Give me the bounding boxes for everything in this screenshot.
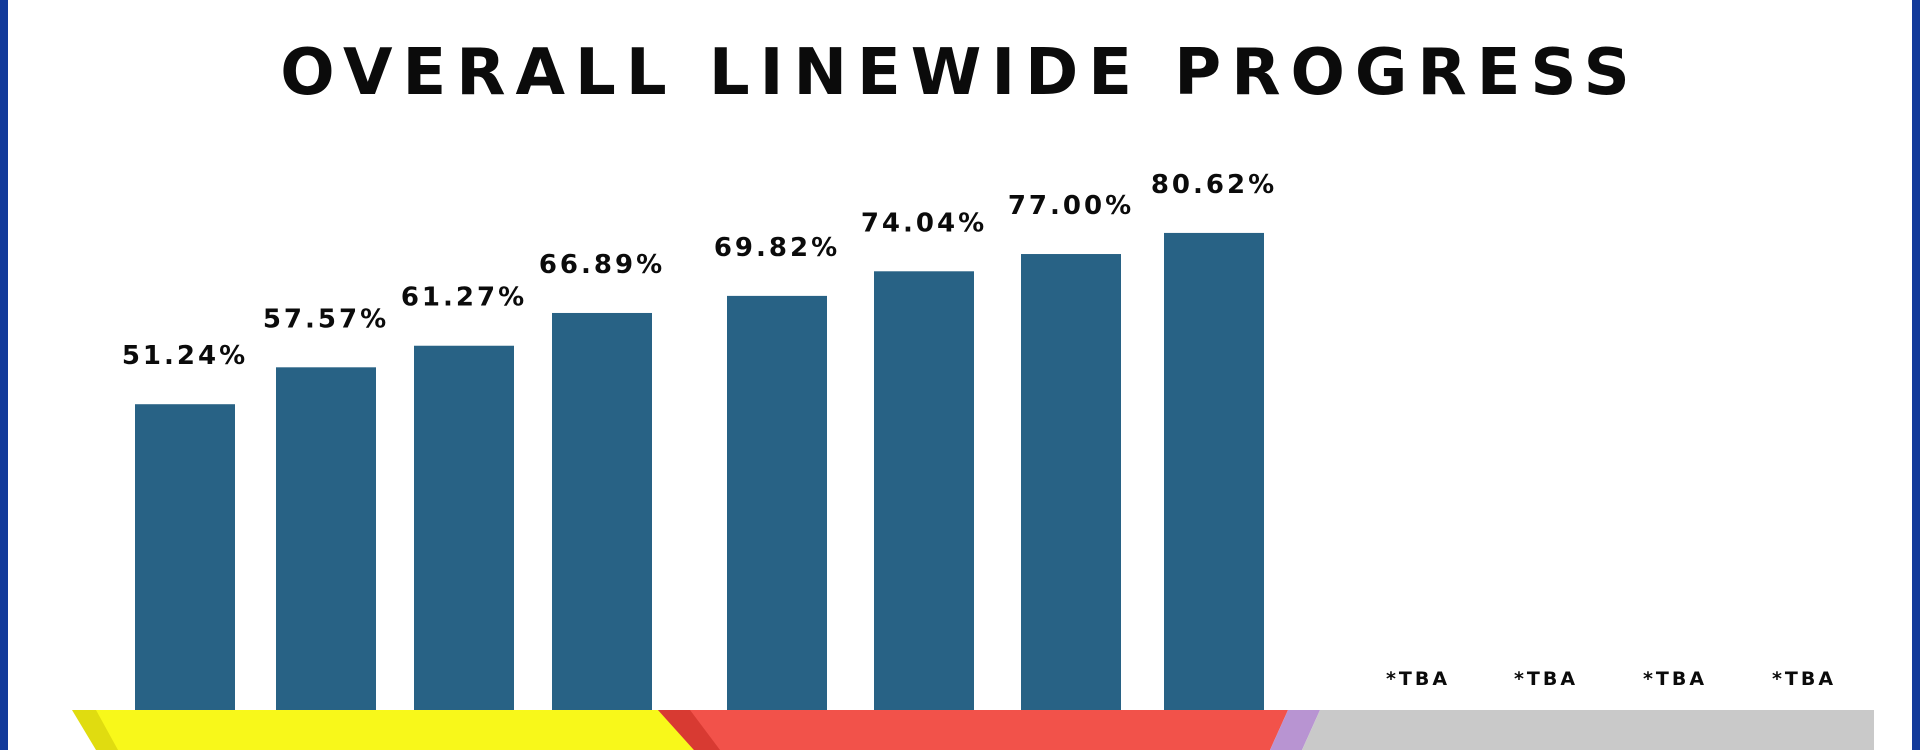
tba-label: *TBA — [1772, 668, 1836, 690]
chart-title: OVERALL LINEWIDE PROGRESS — [280, 36, 1640, 110]
band-yellow — [96, 710, 694, 750]
bar — [552, 312, 652, 710]
data-label: 69.82% — [714, 233, 840, 263]
bar — [727, 295, 827, 710]
tba-label: *TBA — [1386, 668, 1450, 690]
data-label: 51.24% — [122, 341, 248, 371]
data-label: 74.04% — [861, 208, 987, 238]
bar — [414, 345, 514, 710]
bar — [1164, 232, 1264, 710]
bar — [874, 271, 974, 710]
data-label: 77.00% — [1008, 191, 1134, 221]
band-red — [658, 710, 1288, 750]
band-purple — [1270, 710, 1320, 750]
data-label: 57.57% — [263, 304, 389, 334]
data-label: 61.27% — [401, 283, 527, 313]
band-red-edge — [658, 710, 720, 750]
tba-label: *TBA — [1514, 668, 1578, 690]
data-label: 80.62% — [1151, 170, 1277, 200]
bar — [135, 404, 235, 710]
data-label: 66.89% — [539, 250, 665, 280]
bar — [276, 367, 376, 710]
band-gray — [1302, 710, 1874, 750]
bar-chart: 51.24% 57.57% 61.27% 66.89% 69.82% 74.04% 77.0… — [72, 170, 1874, 750]
tba-label: *TBA — [1643, 668, 1707, 690]
bar — [1021, 254, 1121, 710]
